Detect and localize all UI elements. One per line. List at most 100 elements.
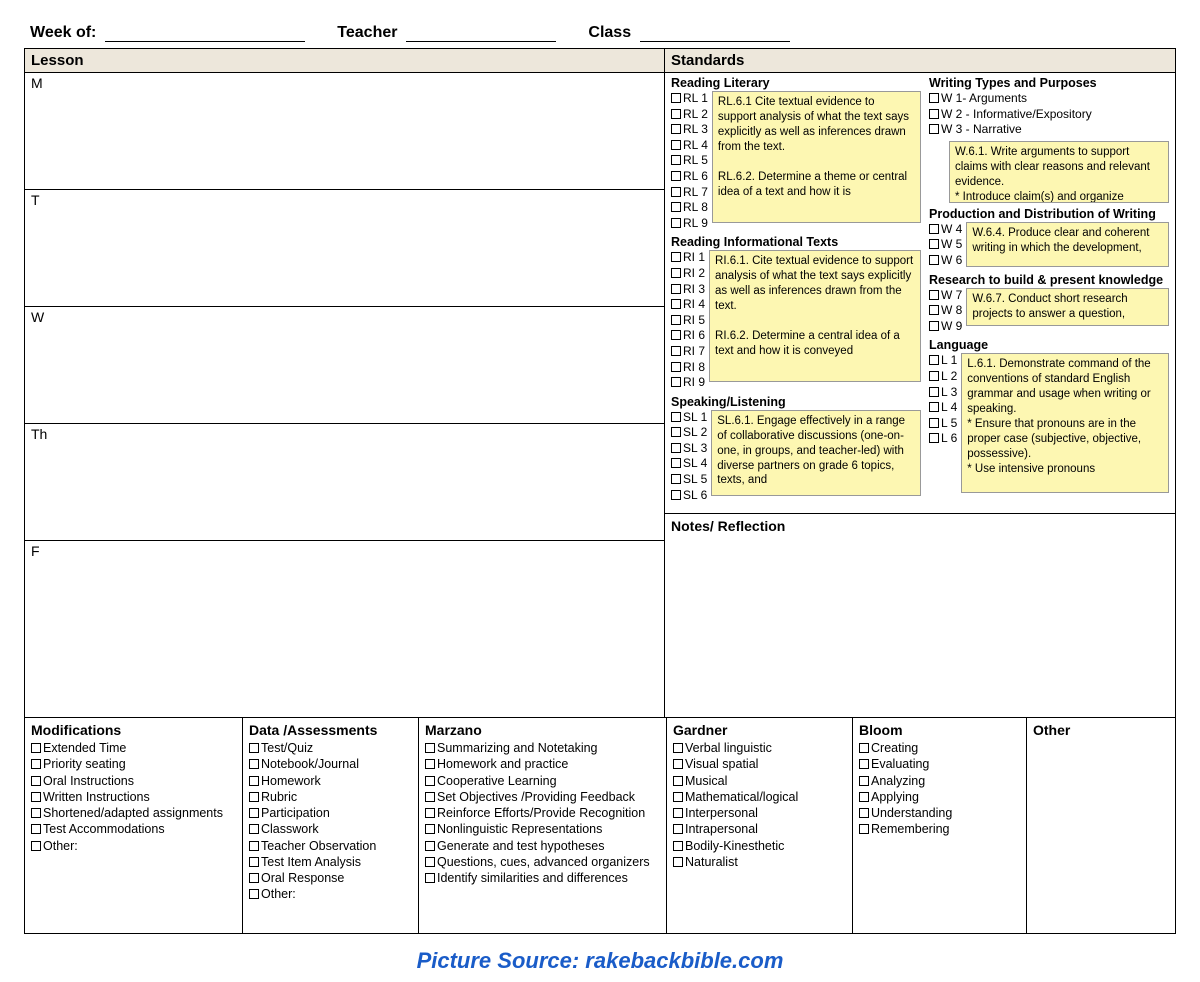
checkbox-item[interactable]: Homework and practice	[425, 756, 660, 772]
checkbox-icon[interactable]	[425, 792, 435, 802]
checkbox-item[interactable]: W 1- Arguments	[929, 91, 1165, 107]
checkbox-icon[interactable]	[671, 187, 681, 197]
checkbox-item[interactable]: Questions, cues, advanced organizers	[425, 854, 660, 870]
checkbox-item[interactable]: Bodily-Kinesthetic	[673, 838, 846, 854]
checkbox-icon[interactable]	[673, 759, 683, 769]
checkbox-item[interactable]: Homework	[249, 773, 412, 789]
checkbox-item[interactable]: Mathematical/logical	[673, 789, 846, 805]
checkbox-icon[interactable]	[249, 776, 259, 786]
checkbox-icon[interactable]	[929, 418, 939, 428]
checkbox-item[interactable]: RL 3	[671, 122, 708, 138]
checkbox-icon[interactable]	[673, 776, 683, 786]
checkbox-item[interactable]: Generate and test hypotheses	[425, 838, 660, 854]
checkbox-icon[interactable]	[929, 124, 939, 134]
checkbox-icon[interactable]	[425, 759, 435, 769]
checkbox-item[interactable]: Extended Time	[31, 740, 236, 756]
checkbox-icon[interactable]	[249, 824, 259, 834]
checkbox-item[interactable]: Reinforce Efforts/Provide Recognition	[425, 805, 660, 821]
checkbox-icon[interactable]	[859, 743, 869, 753]
checkbox-icon[interactable]	[31, 759, 41, 769]
checkbox-icon[interactable]	[929, 255, 939, 265]
checkbox-icon[interactable]	[671, 124, 681, 134]
checkbox-item[interactable]: Intrapersonal	[673, 821, 846, 837]
checkbox-item[interactable]: Written Instructions	[31, 789, 236, 805]
checkbox-item[interactable]: RL 1	[671, 91, 708, 107]
checkbox-item[interactable]: Priority seating	[31, 756, 236, 772]
checkbox-item[interactable]: W 4	[929, 222, 962, 238]
checkbox-item[interactable]: W 8	[929, 303, 962, 319]
checkbox-item[interactable]: RI 5	[671, 313, 705, 329]
checkbox-item[interactable]: RI 7	[671, 344, 705, 360]
checkbox-icon[interactable]	[249, 759, 259, 769]
checkbox-icon[interactable]	[929, 402, 939, 412]
checkbox-icon[interactable]	[249, 857, 259, 867]
checkbox-item[interactable]: Cooperative Learning	[425, 773, 660, 789]
checkbox-item[interactable]: Understanding	[859, 805, 1020, 821]
checkbox-icon[interactable]	[929, 224, 939, 234]
checkbox-icon[interactable]	[929, 93, 939, 103]
checkbox-icon[interactable]	[859, 824, 869, 834]
checkbox-icon[interactable]	[425, 873, 435, 883]
checkbox-item[interactable]: Creating	[859, 740, 1020, 756]
checkbox-item[interactable]: W 7	[929, 288, 962, 304]
checkbox-icon[interactable]	[673, 743, 683, 753]
checkbox-item[interactable]: Remembering	[859, 821, 1020, 837]
checkbox-item[interactable]: L 4	[929, 400, 957, 416]
checkbox-item[interactable]: L 2	[929, 369, 957, 385]
checkbox-item[interactable]: L 1	[929, 353, 957, 369]
checkbox-icon[interactable]	[671, 93, 681, 103]
checkbox-icon[interactable]	[671, 202, 681, 212]
checkbox-item[interactable]: RL 2	[671, 107, 708, 123]
checkbox-icon[interactable]	[671, 268, 681, 278]
checkbox-item[interactable]: Analyzing	[859, 773, 1020, 789]
checkbox-icon[interactable]	[673, 857, 683, 867]
checkbox-item[interactable]: Test/Quiz	[249, 740, 412, 756]
checkbox-item[interactable]: Participation	[249, 805, 412, 821]
checkbox-item[interactable]: Naturalist	[673, 854, 846, 870]
checkbox-item[interactable]: Test Item Analysis	[249, 854, 412, 870]
checkbox-icon[interactable]	[671, 140, 681, 150]
checkbox-icon[interactable]	[671, 330, 681, 340]
checkbox-item[interactable]: SL 1	[671, 410, 707, 426]
checkbox-item[interactable]: SL 4	[671, 456, 707, 472]
teacher-blank[interactable]	[406, 24, 556, 42]
checkbox-icon[interactable]	[671, 490, 681, 500]
checkbox-item[interactable]: RL 7	[671, 185, 708, 201]
checkbox-item[interactable]: RI 6	[671, 328, 705, 344]
checkbox-icon[interactable]	[671, 155, 681, 165]
checkbox-icon[interactable]	[671, 362, 681, 372]
checkbox-icon[interactable]	[249, 873, 259, 883]
checkbox-icon[interactable]	[671, 252, 681, 262]
checkbox-icon[interactable]	[671, 458, 681, 468]
checkbox-item[interactable]: L 5	[929, 416, 957, 432]
checkbox-item[interactable]: Shortened/adapted assignments	[31, 805, 236, 821]
checkbox-icon[interactable]	[425, 808, 435, 818]
checkbox-item[interactable]: RL 8	[671, 200, 708, 216]
checkbox-item[interactable]: Nonlinguistic Representations	[425, 821, 660, 837]
checkbox-icon[interactable]	[425, 841, 435, 851]
class-blank[interactable]	[640, 24, 790, 42]
checkbox-icon[interactable]	[31, 841, 41, 851]
checkbox-item[interactable]: RI 1	[671, 250, 705, 266]
checkbox-item[interactable]: W 2 - Informative/Expository	[929, 107, 1165, 123]
checkbox-item[interactable]: Oral Response	[249, 870, 412, 886]
day-t[interactable]: T	[25, 190, 664, 307]
checkbox-icon[interactable]	[671, 377, 681, 387]
checkbox-icon[interactable]	[425, 776, 435, 786]
checkbox-item[interactable]: Other:	[249, 886, 412, 902]
checkbox-icon[interactable]	[929, 239, 939, 249]
checkbox-item[interactable]: RI 3	[671, 282, 705, 298]
checkbox-item[interactable]: SL 2	[671, 425, 707, 441]
checkbox-icon[interactable]	[673, 792, 683, 802]
checkbox-icon[interactable]	[671, 109, 681, 119]
week-of-blank[interactable]	[105, 24, 305, 42]
checkbox-item[interactable]: Evaluating	[859, 756, 1020, 772]
checkbox-icon[interactable]	[929, 433, 939, 443]
checkbox-icon[interactable]	[249, 808, 259, 818]
checkbox-icon[interactable]	[425, 824, 435, 834]
checkbox-icon[interactable]	[249, 792, 259, 802]
checkbox-item[interactable]: RI 8	[671, 360, 705, 376]
checkbox-item[interactable]: SL 5	[671, 472, 707, 488]
checkbox-item[interactable]: W 3 - Narrative	[929, 122, 1165, 138]
checkbox-icon[interactable]	[671, 474, 681, 484]
